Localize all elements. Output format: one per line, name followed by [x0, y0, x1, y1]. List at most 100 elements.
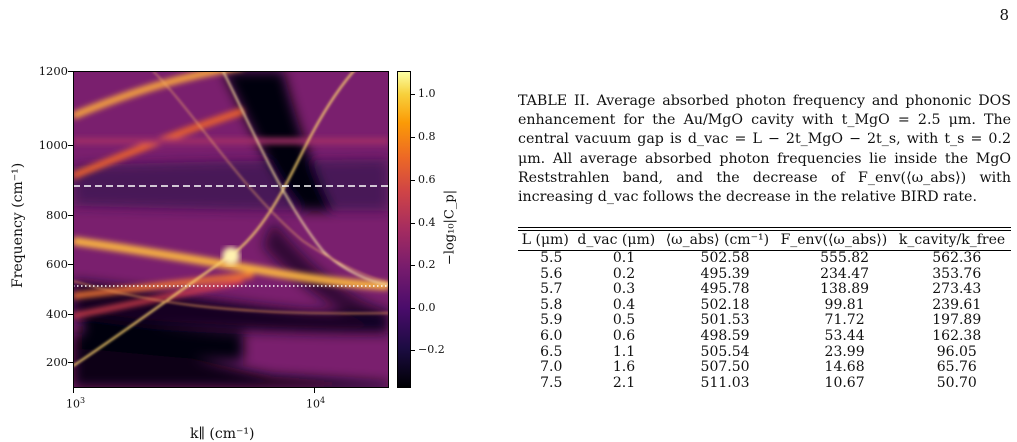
- colorbar-tick-label: 0.8: [418, 130, 436, 143]
- table-cell: 0.6: [612, 327, 636, 344]
- table-cell: 5.7: [540, 281, 563, 298]
- y-tick-mark: [68, 314, 73, 315]
- colorbar-tick: [411, 223, 415, 224]
- table-row: 6.0 0.6 498.59 53.44 162.38: [518, 327, 1011, 345]
- table-cell: 273.43: [932, 281, 982, 298]
- table-header-cell: d_vac (μm): [577, 232, 656, 248]
- y-tick-mark: [68, 71, 73, 72]
- colorbar-tick: [411, 94, 415, 95]
- table-cell: 65.76: [936, 359, 977, 376]
- table-header-rule: [518, 250, 1011, 251]
- table-caption: TABLE II. Average absorbed photon freque…: [518, 92, 1011, 207]
- table-row: 5.5 0.1 502.58 555.82 562.36: [518, 250, 1011, 267]
- table-row: 5.7 0.3 495.78 138.89 273.43: [518, 282, 1011, 298]
- colorbar-tick: [411, 308, 415, 309]
- table-cell: 495.78: [700, 281, 750, 298]
- table-cell: 7.0: [540, 359, 563, 376]
- page-number: 8: [999, 6, 1009, 24]
- table-cell: 5.6: [540, 265, 563, 282]
- colorbar-tick-label: 0.0: [418, 301, 436, 314]
- table-cell: 71.72: [824, 312, 865, 329]
- table-cell: 197.89: [932, 312, 982, 329]
- colorbar-tick: [411, 350, 415, 351]
- table-cell: 1.1: [612, 343, 636, 360]
- colorbar-tick-label: 0.2: [418, 258, 436, 271]
- dispersion-figure: 1200 1000 800 600 400 200 103 104 Freque…: [0, 50, 470, 442]
- table-cell: 50.70: [936, 374, 977, 391]
- table-header-cell: k_cavity/k_free: [898, 232, 1006, 248]
- table-cell: 234.47: [820, 265, 870, 282]
- table-cell: 498.59: [700, 327, 750, 344]
- table-top-rule: [518, 227, 1011, 231]
- table-cell: 495.39: [700, 265, 750, 282]
- table-cell: 239.61: [932, 296, 982, 313]
- table-header-cell: F_env(⟨ω_abs⟩): [780, 232, 888, 248]
- table-cell: 502.58: [700, 250, 750, 266]
- table-cell: 2.1: [612, 374, 636, 391]
- y-tick-label: 400: [46, 307, 68, 321]
- y-tick-label: 200: [46, 355, 68, 369]
- table-cell: 0.4: [612, 296, 636, 313]
- table-cell: 0.3: [612, 281, 636, 298]
- colorbar-tick: [411, 265, 415, 266]
- table-cell: 505.54: [700, 343, 750, 360]
- table-cell: 99.81: [824, 296, 865, 313]
- table-caption-text: Average absorbed photon frequency and ph…: [518, 93, 1012, 206]
- table-row: 5.8 0.4 502.18 99.81 239.61: [518, 296, 1011, 314]
- colorbar-tick-label: 0.6: [418, 173, 436, 186]
- colorbar-label: −log₁₀|C_p|: [442, 189, 458, 266]
- table-cell: 0.1: [612, 250, 636, 266]
- x-tick-mark: [73, 388, 74, 393]
- y-axis-label: Frequency (cm⁻¹): [10, 162, 26, 288]
- table-cell: 507.50: [700, 359, 750, 376]
- table-cell: 14.68: [824, 359, 865, 376]
- data-table: L (μm) d_vac (μm) ⟨ω_abs⟩ (cm⁻¹) F_env(⟨…: [518, 227, 1011, 391]
- table-header-row: L (μm) d_vac (μm) ⟨ω_abs⟩ (cm⁻¹) F_env(⟨…: [518, 231, 1011, 250]
- table-cell: 7.5: [540, 374, 563, 391]
- table-cell: 502.18: [700, 296, 750, 313]
- table-header-cell: L (μm): [521, 232, 569, 248]
- x-tick-label: 104: [306, 396, 326, 411]
- table-caption-label: TABLE II.: [518, 93, 590, 109]
- table-cell: 138.89: [820, 281, 870, 298]
- colorbar-tick: [411, 137, 415, 138]
- x-tick-label: 103: [66, 396, 86, 411]
- table-header-cell: ⟨ω_abs⟩ (cm⁻¹): [665, 232, 770, 248]
- table-cell: 5.8: [540, 296, 563, 313]
- table-cell: 511.03: [700, 374, 750, 391]
- y-tick-label: 800: [46, 208, 68, 222]
- table-cell: 23.99: [824, 343, 865, 360]
- table-cell: 0.2: [612, 265, 636, 282]
- table-cell: 6.0: [540, 327, 563, 344]
- table-row: 7.5 2.1 511.03 10.67 50.70: [518, 374, 1011, 392]
- table-cell: 555.82: [820, 250, 870, 266]
- y-tick-mark: [68, 362, 73, 363]
- table-cell: 10.67: [824, 374, 865, 391]
- table-cell: 53.44: [824, 327, 865, 344]
- table-cell: 1.6: [612, 359, 636, 376]
- table-cell: 0.5: [612, 312, 636, 329]
- colorbar-tick-label: 0.4: [418, 216, 436, 229]
- x-axis-label: k∥ (cm⁻¹): [190, 426, 255, 442]
- table-cell: 5.9: [540, 312, 563, 329]
- colorbar: [397, 71, 411, 388]
- colorbar-tick: [411, 180, 415, 181]
- heatmap-svg: [73, 71, 389, 388]
- table-row: 6.5 1.1 505.54 23.99 96.05: [518, 343, 1011, 361]
- table-cell: 6.5: [540, 343, 563, 360]
- table-cell: 96.05: [936, 343, 977, 360]
- table-cell: 353.76: [932, 265, 982, 282]
- table-cell: 162.38: [932, 327, 982, 344]
- x-tick-mark: [314, 388, 315, 393]
- colorbar-tick-label: 1.0: [418, 87, 436, 100]
- y-tick-mark: [68, 215, 73, 216]
- table-row: 7.0 1.6 507.50 14.68 65.76: [518, 360, 1011, 376]
- y-tick-label: 1200: [38, 64, 68, 78]
- table-cell: 501.53: [700, 312, 750, 329]
- table-row: 5.9 0.5 501.53 71.72 197.89: [518, 313, 1011, 329]
- table-cell: 5.5: [540, 250, 563, 266]
- y-tick-mark: [68, 145, 73, 146]
- y-tick-label: 600: [46, 257, 68, 271]
- heatmap: [73, 71, 389, 388]
- y-tick-mark: [68, 264, 73, 265]
